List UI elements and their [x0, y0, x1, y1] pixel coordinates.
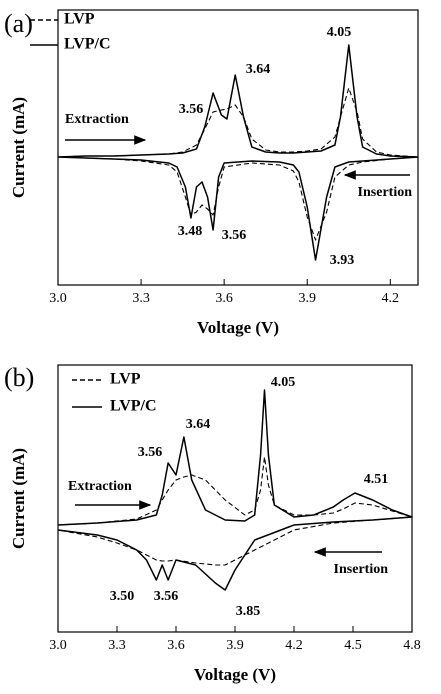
annotation: 3.56 — [138, 445, 163, 460]
x-axis-label: Voltage (V) — [197, 318, 279, 337]
annotation: 3.56 — [154, 589, 179, 604]
legend-label: LVP/C — [110, 398, 157, 415]
annotation: 3.64 — [246, 62, 271, 77]
y-axis-label: Current (mA) — [9, 448, 28, 549]
legend-label: LVP/C — [64, 36, 111, 53]
panel-label: (a) — [4, 9, 33, 38]
annotation: Extraction — [65, 112, 129, 127]
annotation: 4.05 — [271, 375, 296, 390]
annotation: 3.48 — [178, 224, 203, 239]
x-tick-label: 3.6 — [167, 638, 185, 653]
legend-label: LVP — [110, 371, 141, 388]
x-tick-label: 3.0 — [49, 638, 67, 653]
x-tick-label: 3.9 — [298, 291, 316, 306]
annotation: 3.85 — [236, 604, 261, 619]
x-tick-label: 3.3 — [132, 291, 150, 306]
annotation: 4.05 — [327, 25, 352, 40]
x-tick-label: 4.5 — [344, 638, 362, 653]
x-tick-label: 4.2 — [285, 638, 303, 653]
x-tick-label: 3.9 — [226, 638, 244, 653]
plot-frame — [57, 9, 419, 286]
x-tick-label: 4.2 — [382, 291, 400, 306]
annotation: Insertion — [334, 562, 389, 577]
x-tick-label: 4.8 — [403, 638, 421, 653]
annotation: 3.56 — [179, 102, 204, 117]
cv-curve — [57, 389, 413, 591]
x-tick-label: 3.6 — [215, 291, 233, 306]
annotation: 3.93 — [330, 253, 355, 268]
cv-curve — [57, 87, 419, 241]
x-tick-label: 3.3 — [108, 638, 126, 653]
annotation: 3.56 — [222, 228, 247, 243]
annotation: Extraction — [68, 479, 132, 494]
cv-curve — [57, 456, 413, 566]
panel-label: (b) — [4, 363, 34, 392]
cv-curve — [57, 44, 419, 261]
x-tick-label: 3.0 — [49, 291, 67, 306]
annotation: 3.64 — [186, 417, 211, 432]
annotation: 4.51 — [364, 472, 389, 487]
legend-label: LVP — [64, 11, 95, 28]
y-axis-label: Current (mA) — [9, 97, 28, 198]
annotation: 3.50 — [110, 589, 135, 604]
x-axis-label: Voltage (V) — [194, 665, 276, 684]
annotation: Insertion — [358, 185, 413, 200]
